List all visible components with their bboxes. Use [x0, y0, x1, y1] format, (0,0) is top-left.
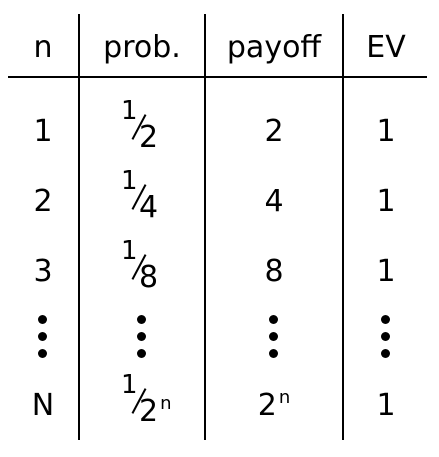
cell-n: 1 [33, 114, 53, 149]
header-payoff: payoff [226, 30, 322, 65]
fraction: 1 2 [117, 96, 167, 162]
vertical-ellipsis-icon [80, 306, 204, 366]
fraction-exponent: n [160, 393, 172, 414]
cell-prob: 1 8 [80, 236, 204, 302]
column-divider [78, 14, 80, 440]
cell-prob: 1 2 [80, 96, 204, 162]
vertical-ellipsis-icon [344, 306, 428, 366]
fraction-numerator: 1 [121, 166, 138, 196]
fraction-denominator: 2 [139, 120, 159, 155]
table-row: 3 1 8 8 1 [0, 236, 439, 302]
cell-payoff: 2 [264, 114, 284, 149]
vertical-ellipsis-icon [206, 306, 342, 366]
cell-ev: 1 [376, 114, 396, 149]
vertical-ellipsis-icon [10, 306, 76, 366]
header-n: n [33, 30, 53, 65]
table-row: 2 1 4 4 1 [0, 166, 439, 232]
cell-payoff: 8 [264, 254, 284, 289]
cell-ev: 1 [376, 184, 396, 219]
fraction-denominator: 4 [139, 190, 159, 225]
cell-ev: 1 [376, 254, 396, 289]
fraction: 1 8 [117, 236, 167, 302]
column-divider [204, 14, 206, 440]
header-divider [8, 76, 427, 78]
fraction: 1 4 [117, 166, 167, 232]
cell-n: 2 [33, 184, 53, 219]
cell-payoff: 4 [264, 184, 284, 219]
cell-n: N [31, 388, 55, 423]
payoff-exponent: n [278, 387, 291, 408]
fraction-numerator: 1 [121, 370, 138, 400]
ellipsis-row [0, 306, 439, 366]
fraction-numerator: 1 [121, 236, 138, 266]
column-divider [342, 14, 344, 440]
header-ev: EV [366, 30, 406, 65]
cell-ev: 1 [376, 388, 396, 423]
fraction-denominator: 8 [139, 260, 159, 295]
cell-prob: 1 4 [80, 166, 204, 232]
fraction-numerator: 1 [121, 96, 138, 126]
cell-n: 3 [33, 254, 53, 289]
table-row: 1 1 2 2 1 [0, 96, 439, 162]
header-prob: prob. [103, 30, 181, 65]
